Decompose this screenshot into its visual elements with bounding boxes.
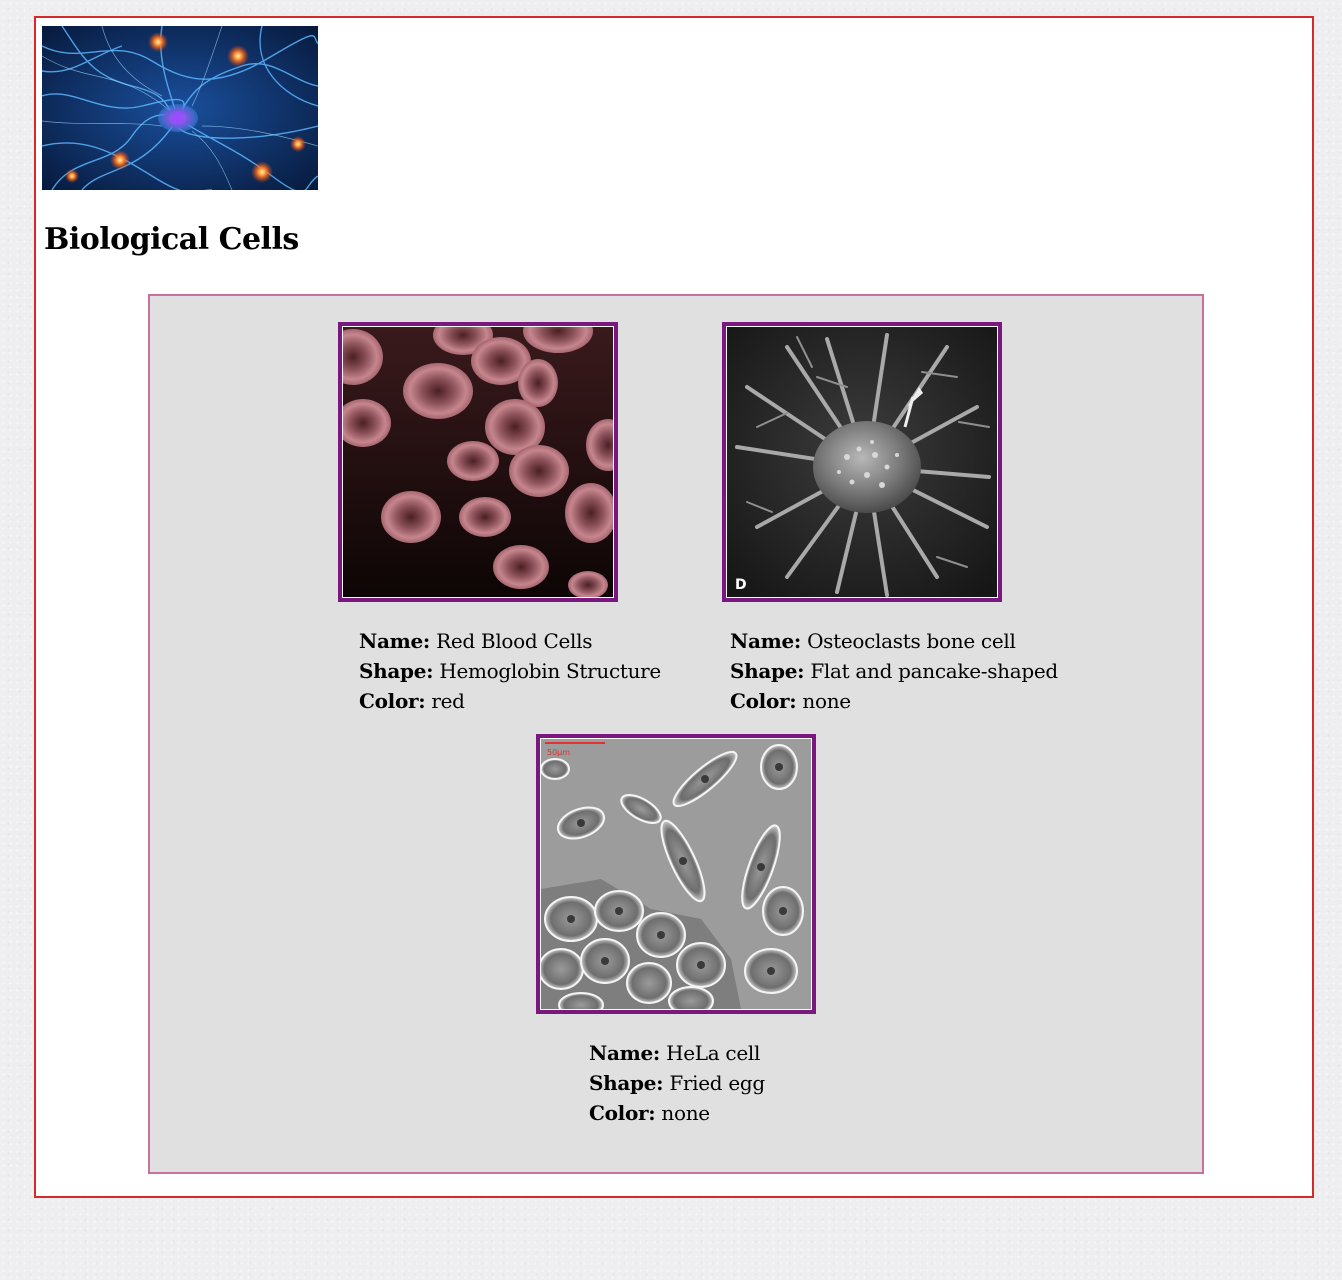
- cell-shape-row: Shape: Flat and pancake-shaped: [730, 656, 1058, 686]
- cell-color-row: Color: red: [359, 686, 661, 716]
- cell-shape-row: Shape: Hemoglobin Structure: [359, 656, 661, 686]
- color-label: Color:: [359, 689, 426, 713]
- color-label: Color:: [589, 1101, 656, 1125]
- osteoclast-micrograph-icon: D: [727, 327, 997, 597]
- name-label: Name:: [730, 629, 802, 653]
- cell-color-value: none: [802, 689, 851, 713]
- neuron-network-banner-image: [42, 26, 318, 190]
- cell-name-value: Red Blood Cells: [436, 629, 593, 653]
- cell-shape-value: Fried egg: [669, 1071, 765, 1095]
- cell-name-value: HeLa cell: [666, 1041, 761, 1065]
- red-blood-cells-photo-frame: [338, 322, 618, 602]
- cell-color-row: Color: none: [730, 686, 1058, 716]
- cell-name-row: Name: HeLa cell: [589, 1038, 765, 1068]
- cell-shape-row: Shape: Fried egg: [589, 1068, 765, 1098]
- osteoclast-photo-frame: D: [722, 322, 1002, 602]
- cell-name-value: Osteoclasts bone cell: [807, 629, 1016, 653]
- cell-gallery: Name: Red Blood Cells Shape: Hemoglobin …: [148, 294, 1204, 1174]
- name-label: Name:: [359, 629, 431, 653]
- svg-text:50μm: 50μm: [547, 748, 570, 757]
- shape-label: Shape:: [730, 659, 805, 683]
- cell-color-row: Color: none: [589, 1098, 765, 1128]
- cell-name-row: Name: Red Blood Cells: [359, 626, 661, 656]
- shape-label: Shape:: [359, 659, 434, 683]
- shape-label: Shape:: [589, 1071, 664, 1095]
- color-label: Color:: [730, 689, 797, 713]
- hela-cell-micrograph-icon: 50μm: [541, 739, 811, 1009]
- osteoclast-info: Name: Osteoclasts bone cell Shape: Flat …: [730, 626, 1058, 716]
- hela-info: Name: HeLa cell Shape: Fried egg Color: …: [589, 1038, 765, 1128]
- page-frame: Biological Cells: [34, 16, 1314, 1198]
- page-title: Biological Cells: [44, 222, 299, 257]
- cell-shape-value: Flat and pancake-shaped: [810, 659, 1058, 683]
- cell-color-value: none: [661, 1101, 710, 1125]
- cell-color-value: red: [431, 689, 465, 713]
- cell-name-row: Name: Osteoclasts bone cell: [730, 626, 1058, 656]
- hela-photo-frame: 50μm: [536, 734, 816, 1014]
- red-blood-cells-micrograph-icon: [343, 327, 613, 597]
- name-label: Name:: [589, 1041, 661, 1065]
- red-blood-cells-info: Name: Red Blood Cells Shape: Hemoglobin …: [359, 626, 661, 716]
- svg-text:D: D: [735, 577, 747, 593]
- cell-shape-value: Hemoglobin Structure: [439, 659, 661, 683]
